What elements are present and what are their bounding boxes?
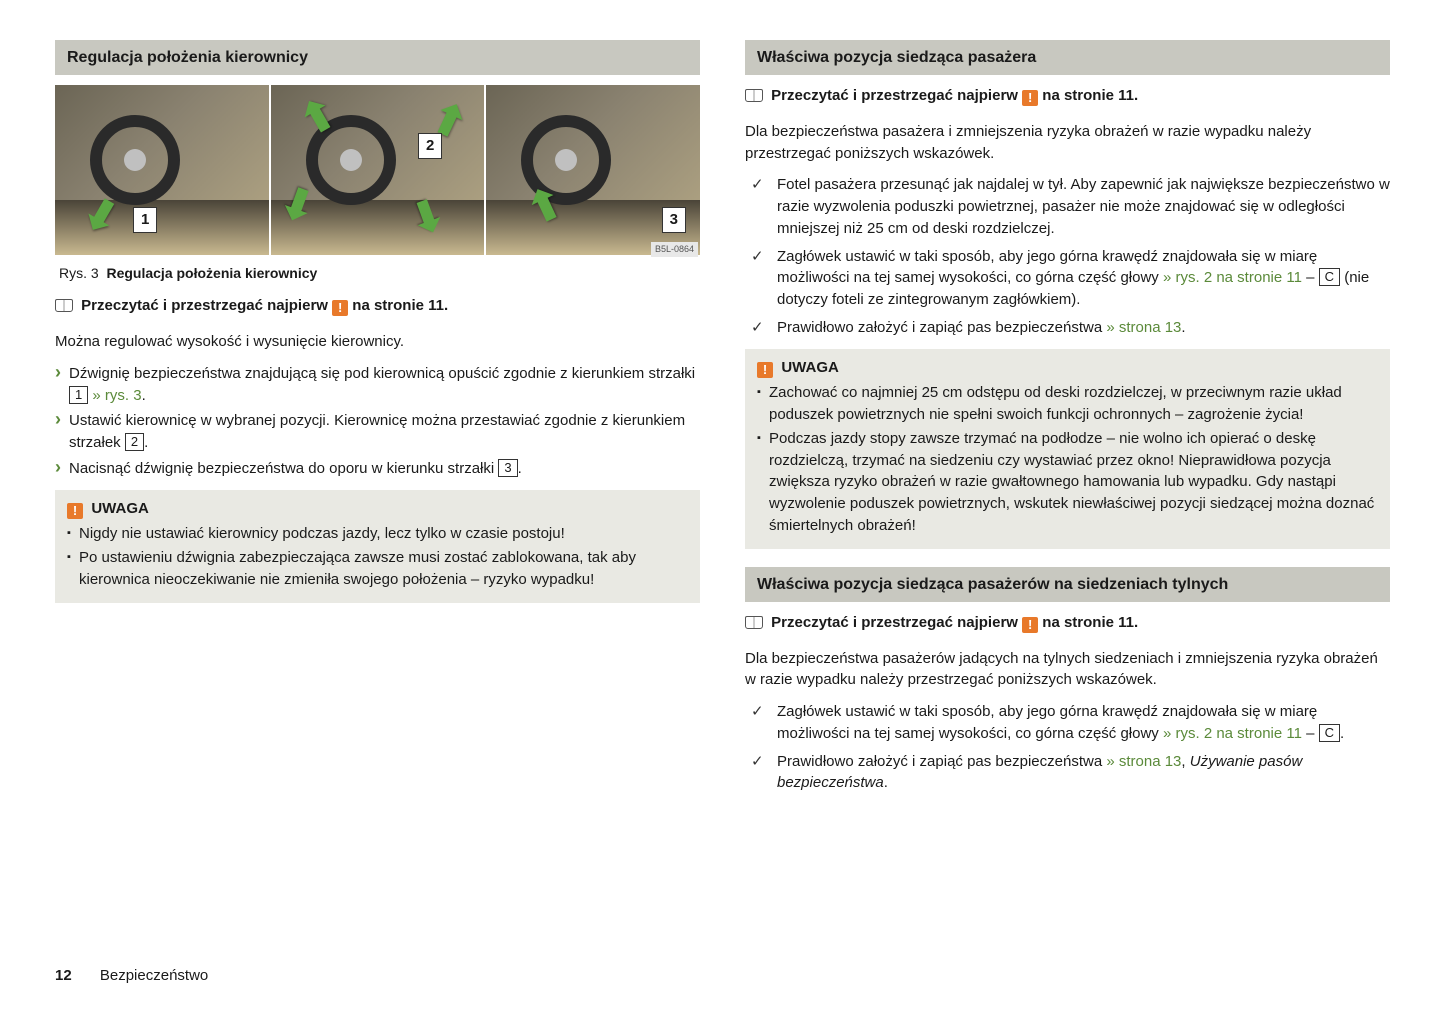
section-rear: Właściwa pozycja siedząca pasażerów na s… bbox=[745, 567, 1390, 602]
step-3: Nacisnąć dźwignię bezpieczeństwa do opor… bbox=[55, 458, 700, 480]
caption-text: Regulacja położenia kierownicy bbox=[106, 265, 317, 281]
warn-title: UWAGA bbox=[91, 500, 149, 517]
caption-prefix: Rys. 3 bbox=[59, 265, 99, 281]
page-footer: 12 Bezpieczeństwo bbox=[55, 965, 208, 987]
book-icon bbox=[55, 299, 73, 312]
section-passenger: Właściwa pozycja siedząca pasażera bbox=[745, 40, 1390, 75]
warn-item: Zachować co najmniej 25 cm odstępu od de… bbox=[757, 382, 1378, 426]
warning-left: ! UWAGA Nigdy nie ustawiać kierownicy po… bbox=[55, 490, 700, 603]
book-icon bbox=[745, 616, 763, 629]
intro-r2: Dla bezpieczeństwa pasażerów jadących na… bbox=[745, 648, 1390, 692]
warn-icon: ! bbox=[757, 362, 773, 378]
check-item: Zagłówek ustawić w taki sposób, aby jego… bbox=[745, 701, 1390, 745]
figure-panel-3: ⬆ 3 bbox=[486, 85, 700, 255]
figure-caption: Rys. 3 Regulacja położenia kierownicy bbox=[59, 263, 696, 283]
figure-code: B5L-0864 bbox=[651, 242, 698, 257]
intro-left: Można regulować wysokość i wysunięcie ki… bbox=[55, 331, 700, 353]
step-2: Ustawić kierownicę w wybranej pozycji. K… bbox=[55, 410, 700, 454]
read-first-r2: Przeczytać i przestrzegać najpierw ! na … bbox=[745, 612, 1390, 634]
book-icon bbox=[745, 89, 763, 102]
figure-label-1: 1 bbox=[133, 207, 157, 233]
warn-icon: ! bbox=[332, 300, 348, 316]
warn-item: Podczas jazdy stopy zawsze trzymać na po… bbox=[757, 428, 1378, 537]
warn-icon: ! bbox=[1022, 90, 1038, 106]
intro-r1: Dla bezpieczeństwa pasażera i zmniejszen… bbox=[745, 121, 1390, 165]
check-item: Prawidłowo założyć i zapiąć pas bezpiecz… bbox=[745, 317, 1390, 339]
left-column: Regulacja położenia kierownicy ⬇ 1 ⬆ ⬆ ⬆… bbox=[55, 40, 700, 802]
right-column: Właściwa pozycja siedząca pasażera Przec… bbox=[745, 40, 1390, 802]
check-item: Zagłówek ustawić w taki sposób, aby jego… bbox=[745, 246, 1390, 311]
figure-label-3: 3 bbox=[662, 207, 686, 233]
read-first-post: na stronie 11. bbox=[352, 297, 448, 314]
warn-item: Nigdy nie ustawiać kierownicy podczas ja… bbox=[67, 523, 688, 545]
figure-panel-1: ⬇ 1 bbox=[55, 85, 269, 255]
warn-title: UWAGA bbox=[781, 359, 839, 376]
read-first-r1: Przeczytać i przestrzegać najpierw ! na … bbox=[745, 85, 1390, 107]
read-first-left: Przeczytać i przestrzegać najpierw ! na … bbox=[55, 295, 700, 317]
figure-label-2: 2 bbox=[418, 133, 442, 159]
checks-passenger: Fotel pasażera przesunąć jak najdalej w … bbox=[745, 174, 1390, 338]
warning-passenger: ! UWAGA Zachować co najmniej 25 cm odstę… bbox=[745, 349, 1390, 549]
steps-list: Dźwignię bezpieczeństwa znajdującą się p… bbox=[55, 363, 700, 480]
warn-item: Po ustawieniu dźwignia zabezpieczająca z… bbox=[67, 547, 688, 591]
warn-icon: ! bbox=[67, 503, 83, 519]
check-item: Fotel pasażera przesunąć jak najdalej w … bbox=[745, 174, 1390, 239]
warn-icon: ! bbox=[1022, 617, 1038, 633]
page-number: 12 bbox=[55, 967, 72, 984]
read-first-pre: Przeczytać i przestrzegać najpierw bbox=[81, 297, 328, 314]
footer-section: Bezpieczeństwo bbox=[100, 967, 208, 984]
check-item: Prawidłowo założyć i zapiąć pas bezpiecz… bbox=[745, 751, 1390, 795]
figure-3: ⬇ 1 ⬆ ⬆ ⬆ ⬆ 2 ⬆ 3 B5L-0864 bbox=[55, 85, 700, 255]
figure-panel-2: ⬆ ⬆ ⬆ ⬆ 2 bbox=[271, 85, 485, 255]
checks-rear: Zagłówek ustawić w taki sposób, aby jego… bbox=[745, 701, 1390, 794]
step-1: Dźwignię bezpieczeństwa znajdującą się p… bbox=[55, 363, 700, 407]
section-steering: Regulacja położenia kierownicy bbox=[55, 40, 700, 75]
